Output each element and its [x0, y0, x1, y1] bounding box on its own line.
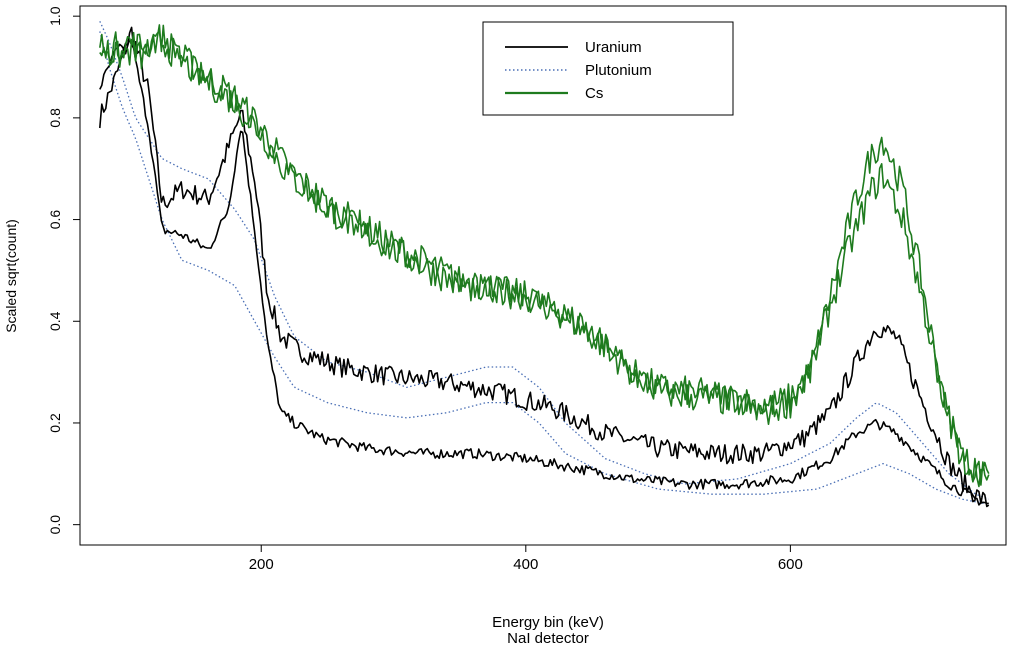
x-tick-label: 200	[249, 556, 274, 573]
series-line-uranium	[99, 38, 989, 506]
y-tick-label: 0.0	[47, 515, 63, 535]
y-tick-label: 0.8	[47, 108, 63, 128]
legend-label: Cs	[585, 85, 603, 102]
y-tick-label: 0.6	[47, 210, 63, 230]
y-tick-label: 0.2	[47, 413, 63, 433]
series-line-cs	[99, 30, 990, 488]
series-line-cs	[99, 24, 990, 486]
y-tick-label: 0.4	[47, 311, 63, 331]
y-tick-label: 1.0	[47, 6, 63, 26]
legend-label: Uranium	[585, 39, 642, 56]
series-line-uranium	[99, 26, 990, 508]
legend-box	[482, 21, 734, 116]
x-axis-label: Energy bin (keV)	[492, 614, 604, 631]
x-tick-label: 600	[778, 556, 803, 573]
plot-area-frame	[79, 5, 1007, 546]
x-axis-sublabel: NaI detector	[507, 630, 589, 647]
legend-label: Plutonium	[585, 62, 652, 79]
y-axis-label: Scaled sqrt(count)	[3, 219, 19, 333]
x-tick-label: 400	[513, 556, 538, 573]
